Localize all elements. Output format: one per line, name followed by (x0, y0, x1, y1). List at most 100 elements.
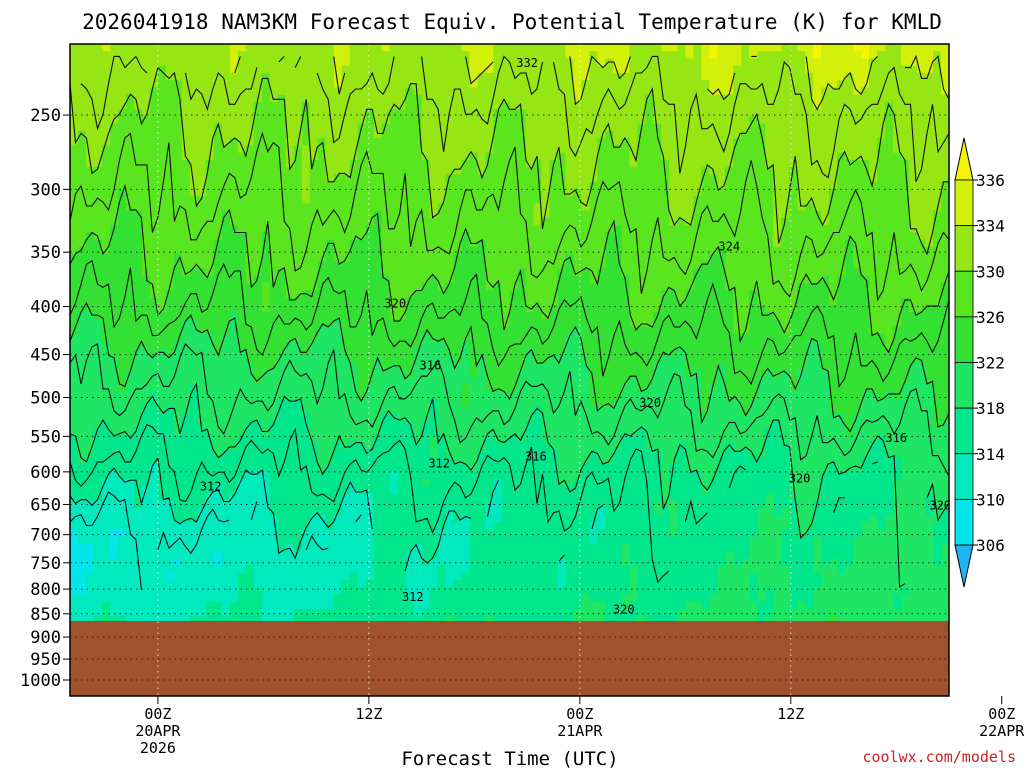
field-cell (485, 138, 495, 147)
field-cell (269, 138, 279, 147)
field-cell (157, 203, 167, 212)
field-cell (205, 507, 215, 516)
field-cell (493, 514, 503, 523)
field-cell (469, 384, 479, 393)
field-cell (469, 435, 479, 444)
field-cell (85, 174, 95, 183)
field-cell (333, 319, 343, 328)
field-cell (317, 312, 327, 320)
field-cell (85, 130, 95, 139)
field-cell (181, 80, 191, 89)
field-cell (493, 283, 503, 291)
field-cell (221, 377, 231, 386)
field-cell (445, 565, 455, 574)
field-cell (317, 123, 327, 132)
field-cell (237, 471, 247, 480)
theta-e-field (70, 44, 949, 696)
field-cell (317, 348, 327, 357)
field-cell (125, 51, 135, 60)
field-cell (349, 464, 359, 473)
field-cell (101, 290, 111, 299)
field-cell (197, 319, 207, 328)
field-cell (237, 326, 247, 335)
field-cell (365, 181, 375, 190)
field-cell (221, 420, 231, 429)
field-cell (469, 275, 479, 284)
field-cell (405, 565, 415, 574)
field-cell (253, 319, 263, 328)
field-cell (293, 159, 303, 168)
field-cell (269, 348, 279, 357)
field-cell (101, 522, 111, 530)
field-cell (301, 493, 311, 501)
field-cell (165, 398, 175, 407)
field-cell (77, 464, 87, 473)
field-cell (365, 297, 375, 306)
field-cell (221, 181, 231, 190)
field-cell (133, 51, 143, 60)
field-cell (309, 420, 319, 429)
field-cell (357, 326, 367, 335)
field-cell (173, 442, 183, 451)
field-cell (229, 529, 239, 538)
field-cell (485, 522, 495, 530)
field-cell (461, 283, 471, 291)
field-cell (157, 65, 167, 74)
field-cell (70, 333, 79, 342)
field-cell (197, 80, 207, 89)
field-cell (309, 522, 319, 530)
field-cell (133, 362, 143, 371)
field-cell (485, 326, 495, 335)
field-cell (269, 174, 279, 183)
field-cell (461, 116, 471, 125)
field-cell (397, 391, 407, 400)
field-cell (173, 80, 183, 89)
field-cell (253, 44, 263, 52)
field-cell (125, 188, 135, 197)
field-cell (245, 413, 255, 422)
field-cell (381, 283, 391, 291)
field-cell (349, 471, 359, 480)
field-cell (157, 558, 167, 567)
field-cell (165, 94, 175, 103)
field-cell (157, 145, 167, 154)
field-cell (133, 123, 143, 132)
field-cell (333, 268, 343, 277)
field-cell (213, 500, 223, 509)
field-cell (149, 319, 159, 328)
field-cell (109, 246, 119, 255)
field-cell (237, 94, 247, 103)
field-cell (421, 101, 431, 110)
field-cell (349, 159, 359, 168)
field-cell (149, 522, 159, 530)
field-cell (381, 427, 391, 436)
field-cell (117, 616, 127, 625)
field-cell (413, 159, 423, 168)
field-cell (389, 217, 399, 226)
field-cell (477, 478, 487, 487)
field-cell (70, 449, 79, 458)
field-cell (285, 80, 295, 89)
field-cell (397, 406, 407, 415)
field-cell (445, 51, 455, 60)
field-cell (469, 355, 479, 364)
field-cell (357, 601, 367, 610)
field-cell (445, 507, 455, 516)
field-cell (221, 485, 231, 494)
field-cell (173, 239, 183, 248)
field-cell (117, 333, 127, 342)
field-cell (493, 507, 503, 516)
field-cell (317, 80, 327, 89)
field-cell (261, 594, 271, 603)
field-cell (189, 123, 199, 132)
field-cell (437, 217, 447, 226)
field-cell (285, 261, 295, 270)
field-cell (181, 203, 191, 212)
field-cell (429, 543, 439, 552)
field-cell (213, 268, 223, 277)
field-cell (509, 297, 519, 306)
field-cell (245, 594, 255, 603)
field-cell (477, 413, 487, 422)
field-cell (269, 580, 279, 588)
field-cell (397, 87, 407, 96)
